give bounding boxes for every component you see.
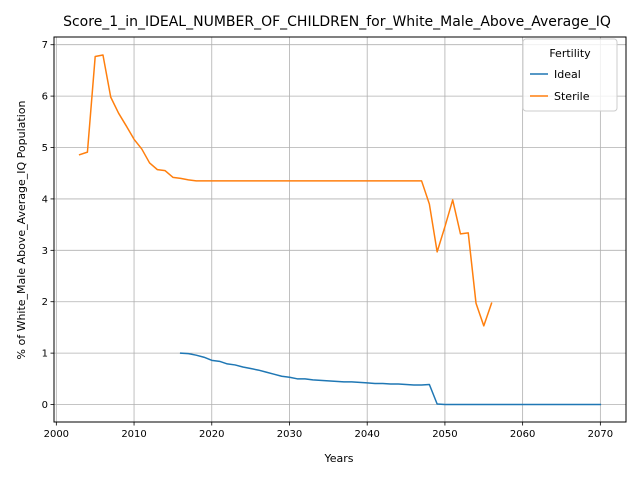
series-line-sterile xyxy=(78,54,493,327)
legend: Fertility Ideal Sterile xyxy=(522,38,618,112)
legend-title: Fertility xyxy=(549,47,591,60)
x-axis-label: Years xyxy=(323,452,353,465)
x-tick-label: 2040 xyxy=(354,429,379,440)
series-lines xyxy=(78,54,602,406)
y-tick-label: 0 xyxy=(42,400,48,411)
y-tick-label: 2 xyxy=(42,297,48,308)
y-axis-label: % of White_Male Above_Average_IQ Populat… xyxy=(15,100,28,359)
x-tick-label: 2070 xyxy=(588,429,613,440)
x-tick-label: 2020 xyxy=(199,429,224,440)
y-tick-label: 7 xyxy=(42,40,48,51)
legend-frame xyxy=(522,38,618,112)
x-tick-label: 2010 xyxy=(121,429,146,440)
x-tick-label: 2030 xyxy=(277,429,302,440)
legend-label-sterile: Sterile xyxy=(554,90,590,103)
axis-ticks: 2000 2010 2020 2030 2040 2050 2060 2070 0 1 2 3 4 5 6 7 xyxy=(42,40,613,440)
y-tick-label: 6 xyxy=(42,92,48,103)
series-line-ideal xyxy=(179,352,602,406)
x-tick-label: 2060 xyxy=(510,429,535,440)
y-tick-label: 3 xyxy=(42,246,48,257)
plot-frame xyxy=(53,36,627,423)
legend-label-ideal: Ideal xyxy=(554,68,581,81)
y-tick-label: 5 xyxy=(42,143,48,154)
x-tick-label: 2050 xyxy=(432,429,457,440)
x-tick-label: 2000 xyxy=(44,429,69,440)
y-tick-label: 4 xyxy=(42,194,48,205)
y-tick-label: 1 xyxy=(42,349,48,360)
chart-title: Score_1_in_IDEAL_NUMBER_OF_CHILDREN_for_… xyxy=(63,14,611,30)
